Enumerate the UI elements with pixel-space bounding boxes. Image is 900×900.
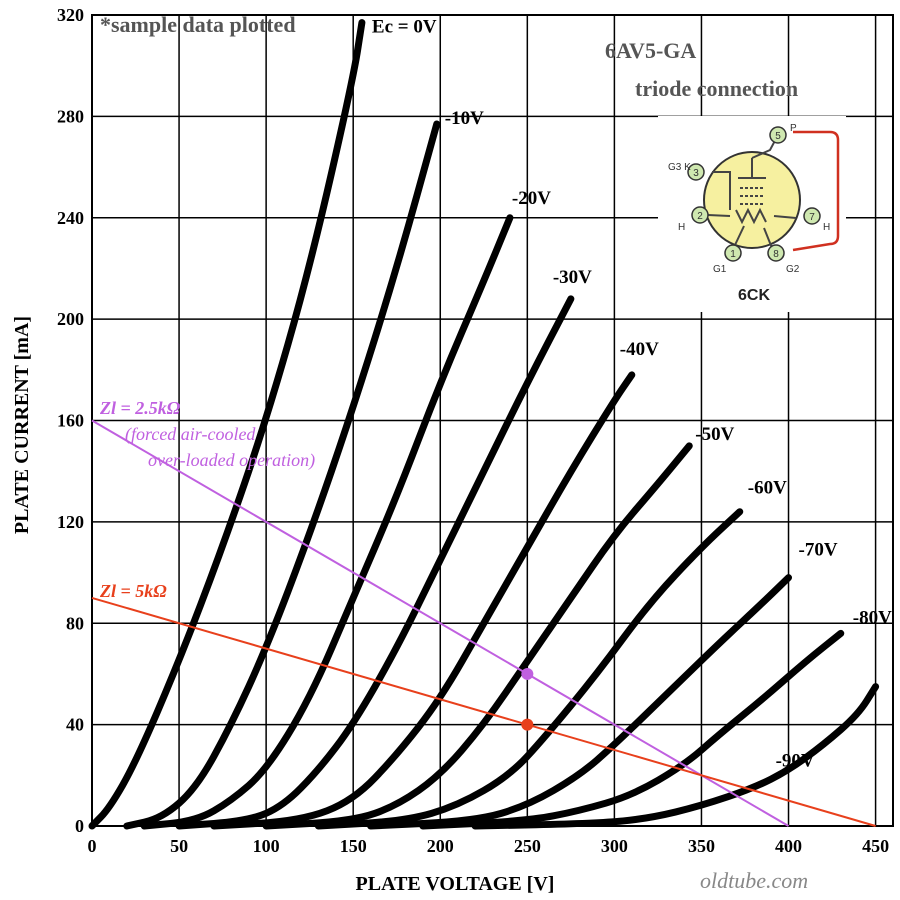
pin-2-number: 2: [697, 211, 703, 222]
y-tick-label: 240: [57, 208, 84, 228]
pin-7-number: 7: [809, 212, 815, 223]
load-line-1: [91, 419, 790, 827]
load-note-line1: (forced air-cooled: [125, 424, 256, 445]
x-axis-title: PLATE VOLTAGE [V]: [356, 873, 555, 895]
curve-label: -70V: [799, 540, 838, 561]
curve-label: -50V: [695, 424, 734, 445]
y-tick-label: 280: [57, 106, 84, 126]
sample-data-note: *sample data plotted: [100, 12, 296, 37]
pin-5: [769, 126, 787, 144]
pin-8-number: 8: [773, 249, 779, 260]
pin-1-name: G1: [713, 264, 727, 275]
characteristic-curves: Ec = 0V -10V -20V -30V -40V -50V -60V -70V -80V -…: [88, 17, 892, 830]
load-note-line2: over-loaded operation): [148, 450, 315, 471]
pin-8: [767, 244, 785, 262]
x-tick-label: 0: [88, 836, 97, 856]
tube-envelope: [703, 151, 801, 249]
curve-label: -40V: [620, 339, 659, 360]
y-tick-label: 120: [57, 512, 84, 532]
pin-1-number: 1: [730, 249, 736, 260]
curve-ec0v: [88, 19, 366, 830]
curve-label: -90V: [776, 751, 815, 772]
load-line-2: [91, 596, 876, 827]
y-tick-label: 200: [57, 309, 84, 329]
curve--40v: [210, 371, 636, 830]
x-tick-label: 300: [601, 836, 628, 856]
operating-point-2: [521, 718, 534, 731]
triode-strap: [792, 130, 840, 252]
x-tick-label: 150: [340, 836, 367, 856]
pin-3-name: G3 K: [668, 162, 691, 173]
load-lines: [91, 419, 876, 827]
x-tick-label: 450: [862, 836, 889, 856]
tube-title: 6AV5-GA: [605, 38, 696, 63]
curve-label: -10V: [445, 108, 484, 129]
curve-label: Ec = 0V: [372, 17, 437, 38]
tick-labels: 0 50 100 150 200 250 300 350 400 450 0 40 80 120 160 20…: [57, 5, 889, 856]
pin-2: [691, 206, 709, 224]
x-tick-label: 250: [514, 836, 541, 856]
curve-label: -20V: [512, 188, 551, 209]
x-tick-label: 50: [170, 836, 188, 856]
load-label-5k: Zl = 5kΩ: [99, 581, 167, 601]
tube-base-diagram: 5 3 2 1 8 7 P G3 K H G1 G2 H 6CK: [658, 116, 846, 312]
x-tick-label: 200: [427, 836, 454, 856]
y-tick-label: 80: [66, 613, 84, 633]
x-tick-label: 400: [775, 836, 802, 856]
x-tick-label: 100: [253, 836, 280, 856]
curve-label: -30V: [553, 267, 592, 288]
y-tick-label: 320: [57, 5, 84, 25]
load-label-2k5: Zl = 2.5kΩ: [99, 398, 181, 418]
operating-point-1: [521, 667, 534, 680]
pin-3: [687, 163, 705, 181]
curve-label: -80V: [853, 607, 892, 628]
tube-subtitle: triode connection: [635, 76, 798, 101]
curve--80v: [419, 629, 845, 830]
pin-5-number: 5: [775, 131, 781, 142]
curve--90v: [471, 683, 880, 830]
x-tick-label: 350: [688, 836, 715, 856]
y-tick-label: 0: [75, 816, 84, 836]
curve--60v: [314, 508, 744, 830]
curve--30v: [175, 295, 575, 830]
curve--20v: [140, 214, 514, 830]
y-axis-title: PLATE CURRENT [mA]: [11, 316, 33, 534]
pin-7-name: H: [823, 222, 830, 233]
pin-2-name: H: [678, 222, 685, 233]
pin-7: [803, 207, 821, 225]
base-code-label: 6CK: [738, 287, 770, 304]
pin-8-name: G2: [786, 264, 800, 275]
curve--10v: [123, 120, 441, 830]
y-tick-label: 160: [57, 411, 84, 431]
watermark: oldtube.com: [700, 868, 808, 893]
curve-label: -60V: [748, 478, 787, 499]
y-tick-label: 40: [66, 715, 84, 735]
pin-3-number: 3: [693, 168, 699, 179]
pin-1: [724, 244, 742, 262]
pin-5-name: P: [790, 123, 797, 134]
